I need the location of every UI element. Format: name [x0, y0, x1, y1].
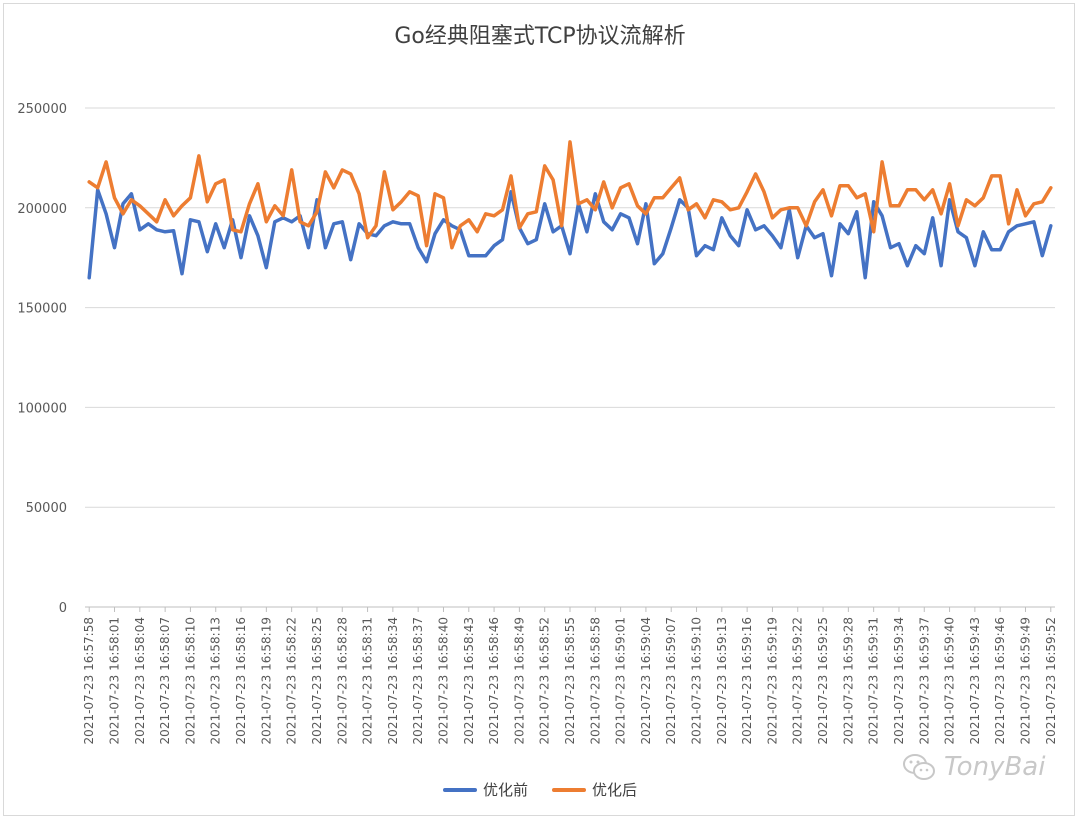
chart-frame: [3, 3, 1075, 816]
x-tick-label: 2021-07-23 16:58:28: [335, 617, 349, 744]
x-tick-label: 2021-07-23 16:59:46: [993, 617, 1007, 744]
x-tick-label: 2021-07-23 16:58:25: [310, 617, 324, 744]
x-tick-label: 2021-07-23 16:58:04: [133, 617, 147, 744]
x-tick-label: 2021-07-23 16:57:58: [82, 617, 96, 744]
x-tick-label: 2021-07-23 16:58:01: [108, 617, 122, 744]
legend-swatch-before: [442, 787, 477, 792]
x-tick-label: 2021-07-23 16:59:43: [968, 617, 982, 744]
x-tick-label: 2021-07-23 16:58:55: [563, 617, 577, 744]
legend: 优化前 优化后: [0, 779, 1080, 800]
x-tick-label: 2021-07-23 16:59:01: [614, 617, 628, 744]
x-tick-label: 2021-07-23 16:58:31: [361, 617, 375, 744]
x-tick-label: 2021-07-23 16:59:16: [740, 617, 754, 744]
x-tick-label: 2021-07-23 16:59:22: [791, 617, 805, 744]
x-tick-label: 2021-07-23 16:58:22: [285, 617, 299, 744]
series-line-after[interactable]: [87, 140, 1053, 250]
x-tick-label: 2021-07-23 16:59:31: [867, 617, 881, 744]
x-tick-label: 2021-07-23 16:59:40: [943, 617, 957, 744]
series-lines: [87, 140, 1053, 280]
gridlines: [85, 107, 1055, 608]
x-tick-label: 2021-07-23 16:59:19: [765, 617, 779, 744]
y-tick-label: 200000: [17, 202, 67, 217]
legend-swatch-after: [552, 787, 586, 792]
x-tick-label: 2021-07-23 16:58:37: [411, 617, 425, 744]
x-tick-label: 2021-07-23 16:58:52: [538, 617, 552, 744]
x-tick-label: 2021-07-23 16:58:40: [436, 617, 450, 744]
x-tick-label: 2021-07-23 16:59:34: [892, 617, 906, 744]
x-tick-label: 2021-07-23 16:59:49: [1018, 617, 1032, 744]
x-tick-label: 2021-07-23 16:58:10: [183, 617, 197, 744]
watermark: TonyBai: [902, 752, 1045, 782]
y-tick-label: 50000: [26, 501, 67, 516]
x-tick-label: 2021-07-23 16:58:13: [209, 617, 223, 744]
x-tick-label: 2021-07-23 16:58:43: [462, 617, 476, 744]
x-tick-label: 2021-07-23 16:58:49: [512, 617, 526, 744]
x-tick-label: 2021-07-23 16:58:58: [588, 617, 602, 744]
y-axis-ticks: 0 50000 100000 150000 200000 250000: [17, 102, 67, 616]
legend-label-after: 优化后: [592, 781, 638, 799]
y-tick-label: 100000: [17, 401, 67, 416]
x-tick-label: 2021-07-23 16:59:52: [1044, 617, 1058, 744]
x-tick-label: 2021-07-23 16:58:46: [487, 617, 501, 744]
y-tick-label: 150000: [17, 302, 67, 317]
x-tick-label: 2021-07-23 16:59:13: [715, 617, 729, 744]
x-axis: 2021-07-23 16:57:58 2021-07-23 16:58:01 20…: [82, 607, 1058, 744]
legend-item-after[interactable]: 优化后: [552, 779, 637, 800]
x-tick-label: 2021-07-23 16:58:19: [259, 617, 273, 744]
x-tick-label: 2021-07-23 16:59:37: [917, 617, 931, 744]
y-tick-label: 0: [59, 601, 67, 616]
x-tick-label: 2021-07-23 16:58:07: [158, 617, 172, 744]
y-tick-label: 250000: [17, 102, 67, 117]
x-tick-label: 2021-07-23 16:59:10: [690, 617, 704, 744]
x-tick-label: 2021-07-23 16:59:04: [639, 617, 653, 744]
wechat-icon: [903, 754, 935, 780]
legend-label-before: 优化前: [482, 781, 528, 799]
x-tick-label: 2021-07-23 16:58:16: [234, 617, 248, 744]
x-tick-label: 2021-07-23 16:58:34: [386, 617, 400, 744]
watermark-text: TonyBai: [944, 752, 1046, 782]
chart-title: Go经典阻塞式TCP协议流解析: [394, 24, 686, 49]
x-tick-label: 2021-07-23 16:59:25: [816, 617, 830, 744]
series-line-before[interactable]: [87, 188, 1053, 280]
legend-item-before[interactable]: 优化前: [442, 779, 528, 800]
x-tick-label: 2021-07-23 16:59:28: [841, 617, 855, 744]
x-tick-label: 2021-07-23 16:59:07: [664, 617, 678, 744]
